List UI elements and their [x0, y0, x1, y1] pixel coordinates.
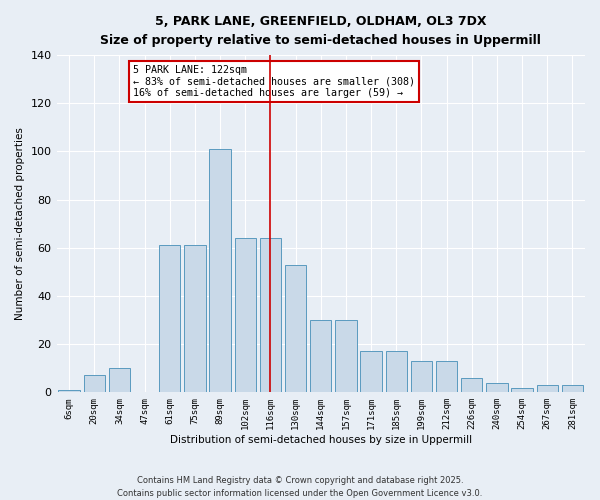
Bar: [209, 149, 231, 392]
Bar: [386, 352, 407, 393]
Bar: [461, 378, 482, 392]
Y-axis label: Number of semi-detached properties: Number of semi-detached properties: [15, 128, 25, 320]
Bar: [260, 238, 281, 392]
Bar: [335, 320, 356, 392]
Title: 5, PARK LANE, GREENFIELD, OLDHAM, OL3 7DX
Size of property relative to semi-deta: 5, PARK LANE, GREENFIELD, OLDHAM, OL3 7D…: [100, 15, 541, 47]
Bar: [184, 246, 206, 392]
Bar: [83, 376, 105, 392]
Bar: [159, 246, 181, 392]
Bar: [562, 385, 583, 392]
Bar: [361, 352, 382, 393]
X-axis label: Distribution of semi-detached houses by size in Uppermill: Distribution of semi-detached houses by …: [170, 435, 472, 445]
Text: 5 PARK LANE: 122sqm
← 83% of semi-detached houses are smaller (308)
16% of semi-: 5 PARK LANE: 122sqm ← 83% of semi-detach…: [133, 65, 415, 98]
Text: Contains HM Land Registry data © Crown copyright and database right 2025.
Contai: Contains HM Land Registry data © Crown c…: [118, 476, 482, 498]
Bar: [109, 368, 130, 392]
Bar: [486, 382, 508, 392]
Bar: [536, 385, 558, 392]
Bar: [235, 238, 256, 392]
Bar: [58, 390, 80, 392]
Bar: [285, 264, 307, 392]
Bar: [310, 320, 331, 392]
Bar: [436, 361, 457, 392]
Bar: [411, 361, 432, 392]
Bar: [511, 388, 533, 392]
